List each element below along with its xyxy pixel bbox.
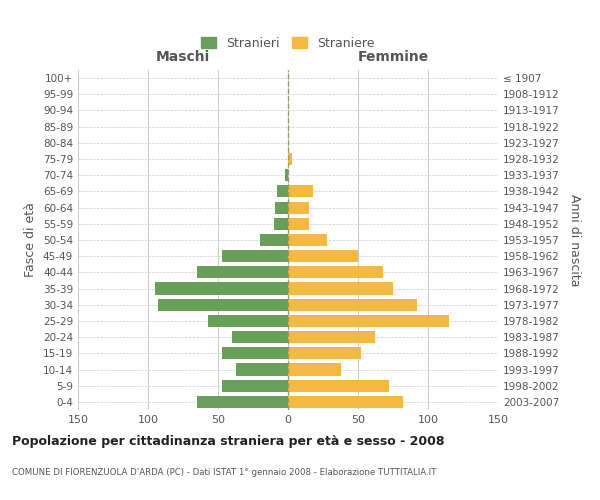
Bar [288, 364, 341, 376]
Bar [277, 186, 288, 198]
Bar [222, 348, 288, 360]
Text: Maschi: Maschi [156, 50, 210, 64]
Bar [222, 380, 288, 392]
Bar [236, 364, 288, 376]
Bar [288, 396, 403, 408]
Bar [288, 315, 449, 327]
Bar [288, 380, 389, 392]
Bar [288, 202, 309, 213]
Text: Popolazione per cittadinanza straniera per età e sesso - 2008: Popolazione per cittadinanza straniera p… [12, 435, 445, 448]
Bar [288, 298, 417, 311]
Bar [158, 298, 288, 311]
Text: COMUNE DI FIORENZUOLA D'ARDA (PC) - Dati ISTAT 1° gennaio 2008 - Elaborazione TU: COMUNE DI FIORENZUOLA D'ARDA (PC) - Dati… [12, 468, 436, 477]
Bar [197, 396, 288, 408]
Bar [155, 282, 288, 294]
Legend: Stranieri, Straniere: Stranieri, Straniere [196, 32, 380, 55]
Bar [275, 202, 288, 213]
Text: Femmine: Femmine [358, 50, 428, 64]
Bar [222, 250, 288, 262]
Bar [288, 331, 375, 343]
Bar [288, 218, 309, 230]
Y-axis label: Anni di nascita: Anni di nascita [568, 194, 581, 286]
Bar [274, 218, 288, 230]
Y-axis label: Fasce di età: Fasce di età [25, 202, 37, 278]
Bar [288, 266, 383, 278]
Bar [288, 153, 292, 165]
Bar [288, 282, 393, 294]
Bar [197, 266, 288, 278]
Bar [288, 234, 327, 246]
Bar [288, 250, 358, 262]
Bar [260, 234, 288, 246]
Bar [285, 169, 288, 181]
Bar [288, 348, 361, 360]
Bar [208, 315, 288, 327]
Bar [232, 331, 288, 343]
Bar [288, 186, 313, 198]
